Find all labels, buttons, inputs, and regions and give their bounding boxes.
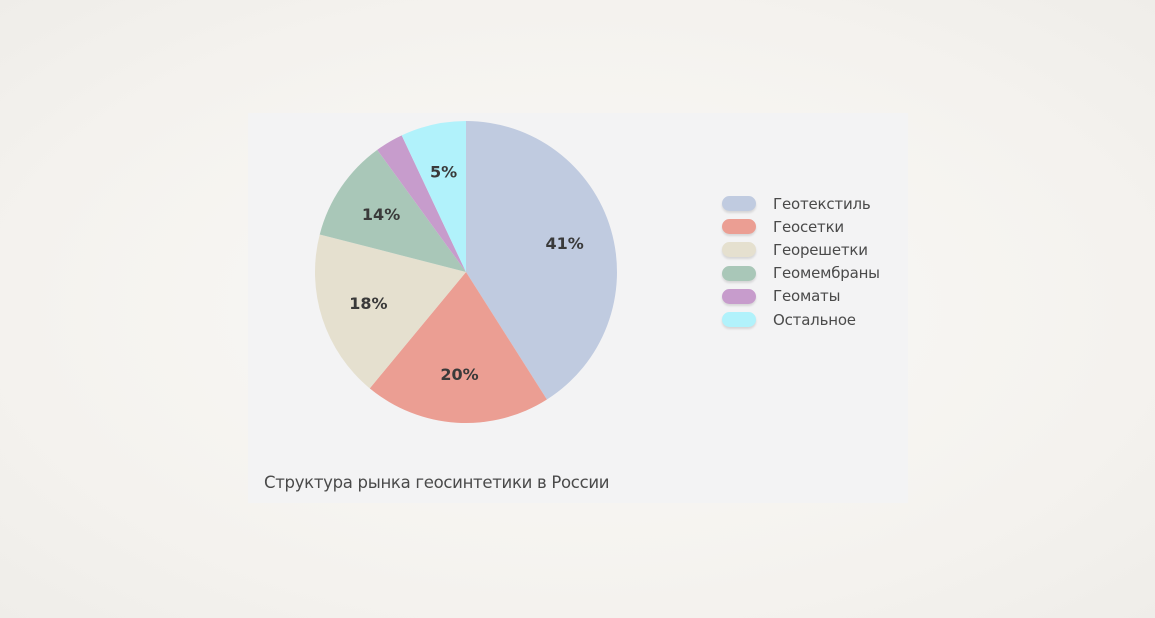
- legend-swatch: [722, 219, 756, 235]
- chart-card: 41% 20% 18% 14% 5% Геотекстиль Геосетки Геореш…: [248, 113, 908, 503]
- legend-item-1: Геосетки: [722, 215, 880, 238]
- legend-item-2: Георешетки: [722, 238, 880, 261]
- legend-item-0: Геотекстиль: [722, 192, 880, 215]
- legend-swatch: [722, 288, 756, 304]
- legend-label: Геосетки: [773, 217, 844, 236]
- legend: Геотекстиль Геосетки Георешетки Геомембраны…: [722, 192, 880, 331]
- slice-label-0: 41%: [545, 234, 583, 253]
- legend-label: Геоматы: [773, 287, 841, 306]
- pie-slice-1: [369, 272, 547, 423]
- legend-swatch: [722, 196, 756, 212]
- pie-slice-3: [319, 149, 466, 272]
- legend-item-4: Геоматы: [722, 285, 880, 308]
- legend-label: Геотекстиль: [773, 194, 871, 213]
- pie-slice-5: [401, 121, 466, 272]
- slice-label-2: 18%: [349, 294, 387, 313]
- slice-label-3: 14%: [362, 205, 400, 224]
- slice-label-1: 20%: [440, 365, 478, 384]
- legend-label: Георешетки: [773, 240, 868, 259]
- legend-item-5: Остальное: [722, 308, 880, 331]
- chart-caption: Структура рынка геосинтетики в России: [264, 473, 610, 492]
- pie-slice-2: [314, 234, 466, 389]
- legend-item-3: Геомембраны: [722, 262, 880, 285]
- legend-swatch: [722, 242, 756, 258]
- legend-label: Геомембраны: [773, 264, 880, 283]
- pie-slice-4: [377, 135, 466, 272]
- legend-swatch: [722, 265, 756, 281]
- slice-label-5: 5%: [430, 162, 457, 181]
- legend-swatch: [722, 312, 756, 328]
- pie-chart: 41% 20% 18% 14% 5%: [314, 121, 617, 423]
- pie-slice-0: [466, 121, 617, 400]
- legend-label: Остальное: [773, 310, 856, 329]
